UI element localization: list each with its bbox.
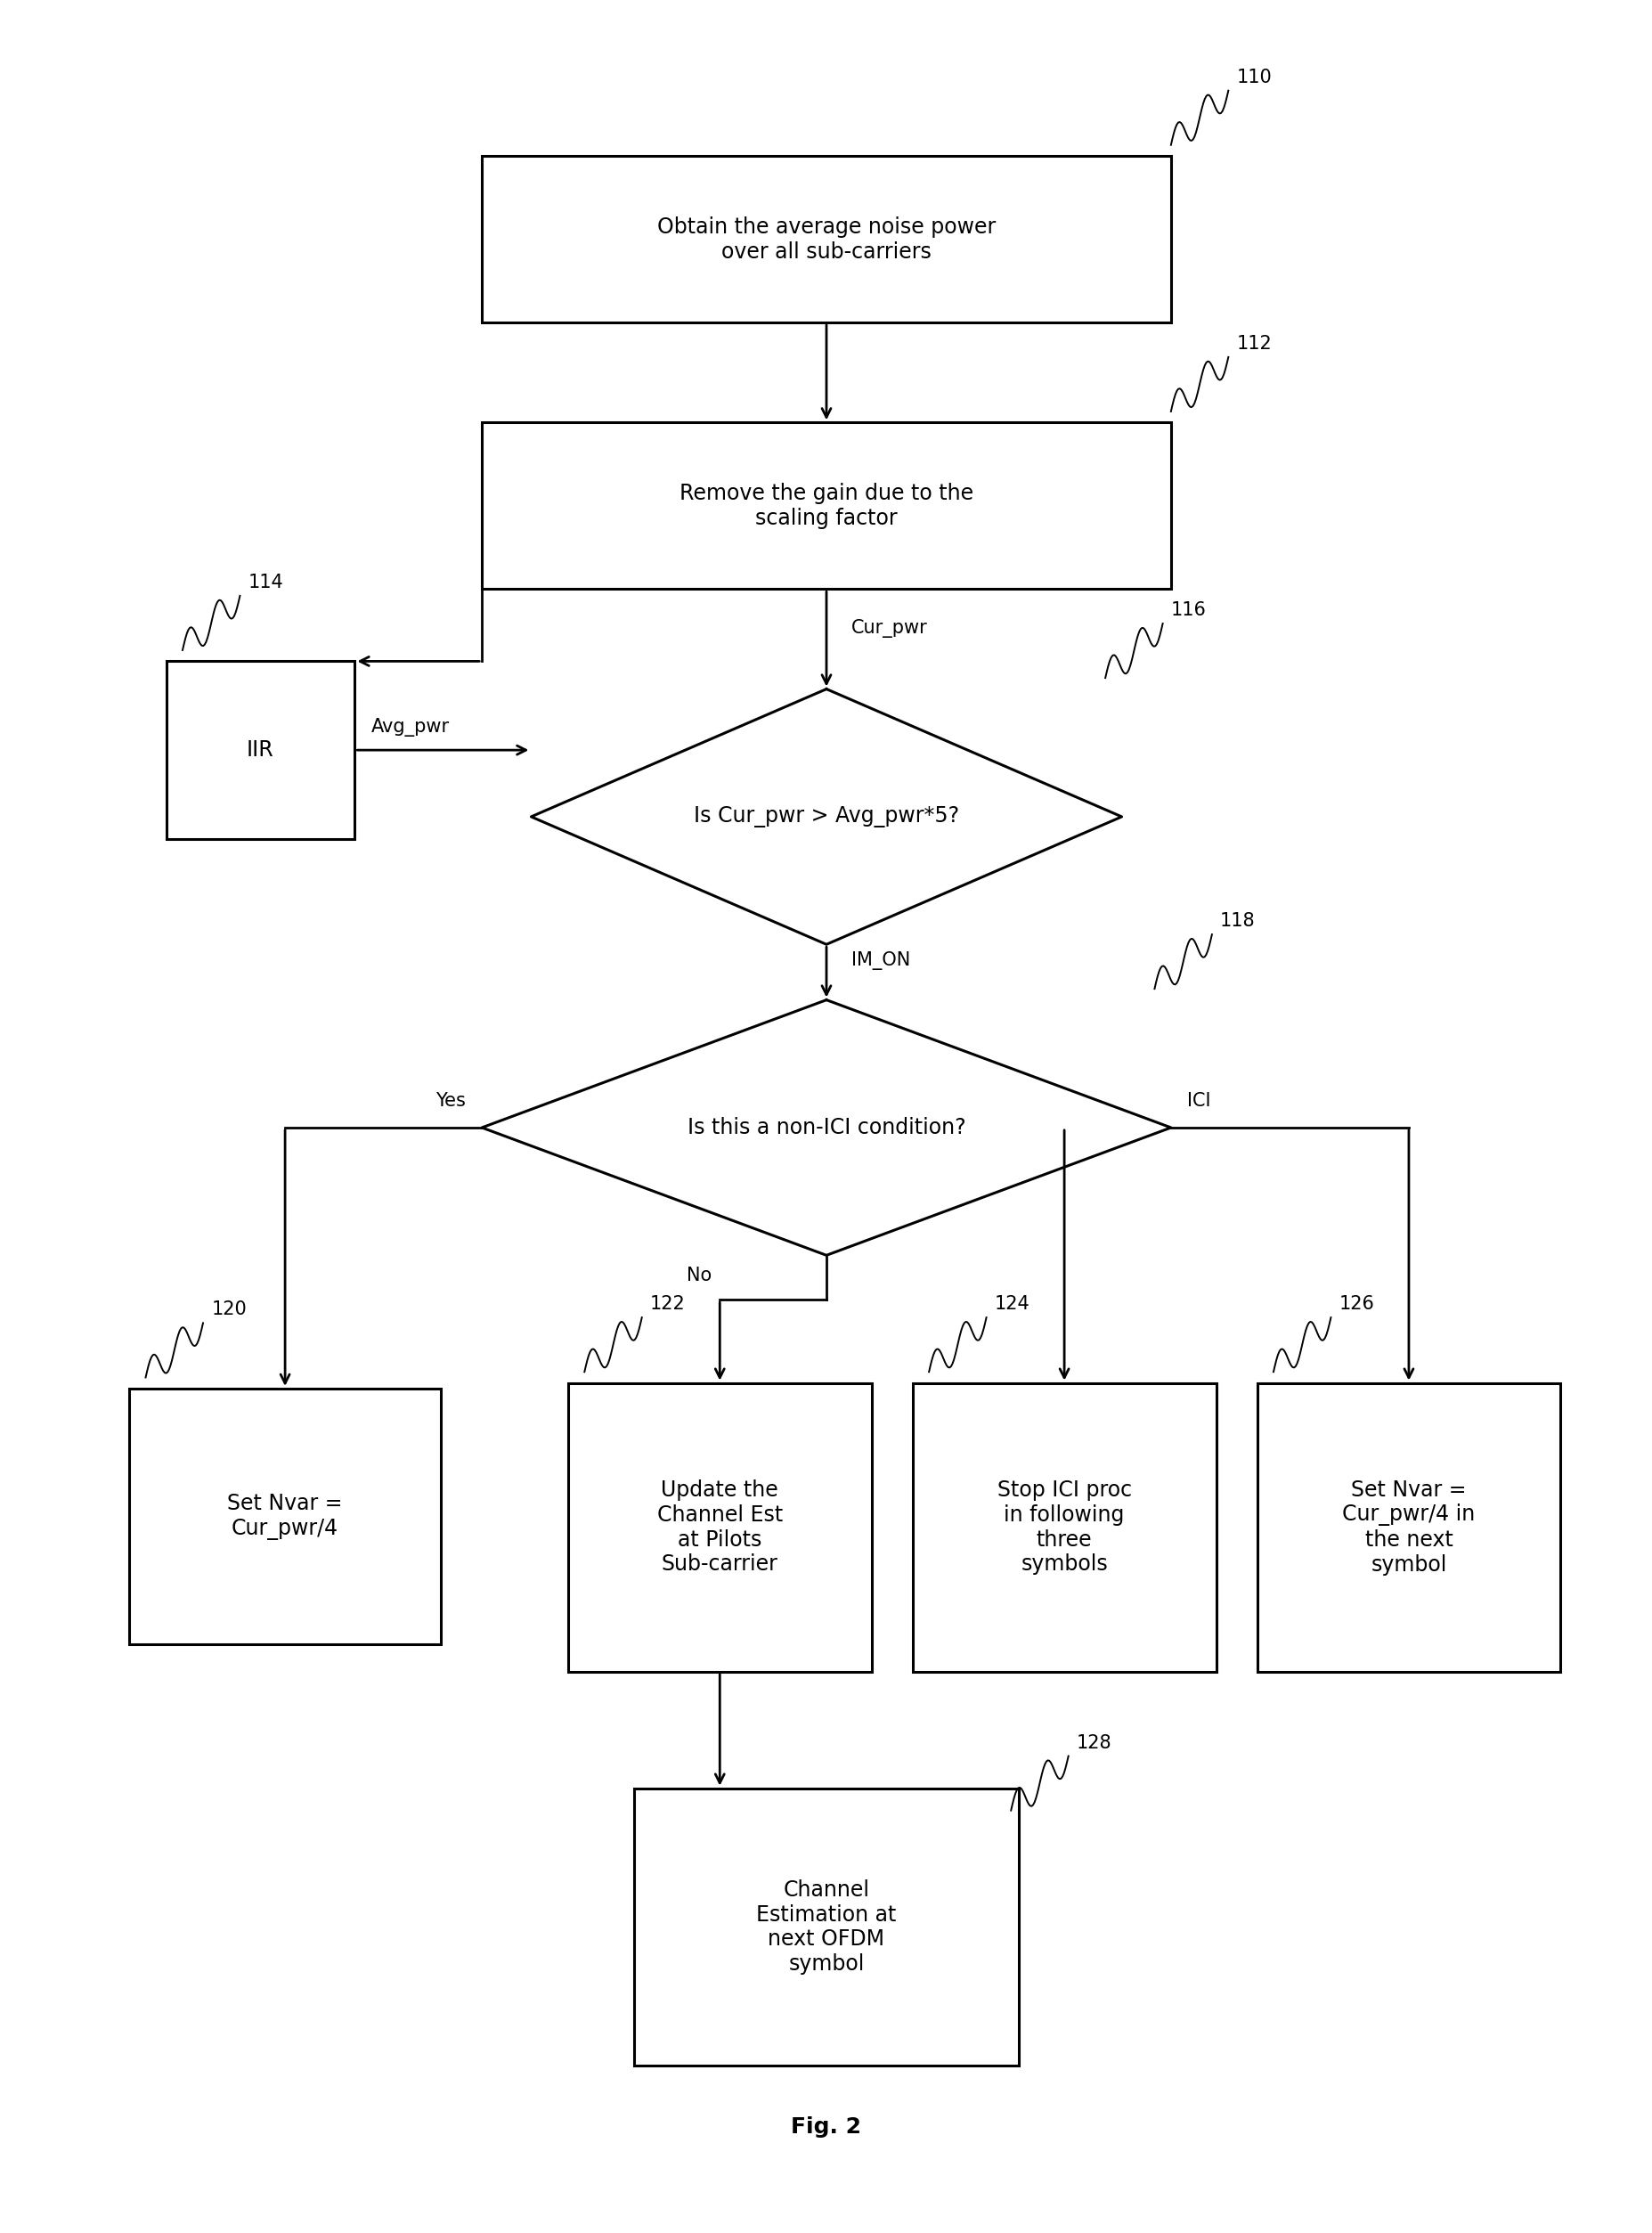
- Polygon shape: [530, 690, 1122, 945]
- FancyBboxPatch shape: [568, 1382, 871, 1673]
- Text: Avg_pwr: Avg_pwr: [372, 719, 449, 737]
- FancyBboxPatch shape: [129, 1389, 441, 1643]
- Text: Yes: Yes: [434, 1092, 466, 1110]
- Text: 128: 128: [1075, 1733, 1112, 1751]
- FancyBboxPatch shape: [482, 156, 1170, 322]
- Text: 112: 112: [1236, 335, 1272, 353]
- FancyBboxPatch shape: [633, 1789, 1019, 2066]
- Text: 110: 110: [1236, 69, 1272, 87]
- Text: No: No: [686, 1266, 712, 1284]
- Text: Is Cur_pwr > Avg_pwr*5?: Is Cur_pwr > Avg_pwr*5?: [694, 806, 958, 828]
- Text: IIR: IIR: [246, 739, 274, 761]
- Text: Obtain the average noise power
over all sub-carriers: Obtain the average noise power over all …: [657, 217, 995, 263]
- Text: 114: 114: [248, 574, 284, 592]
- Text: Update the
Channel Est
at Pilots
Sub-carrier: Update the Channel Est at Pilots Sub-car…: [656, 1480, 783, 1574]
- Polygon shape: [482, 1000, 1170, 1255]
- FancyBboxPatch shape: [912, 1382, 1216, 1673]
- Text: Channel
Estimation at
next OFDM
symbol: Channel Estimation at next OFDM symbol: [757, 1880, 895, 1974]
- Text: 120: 120: [211, 1302, 246, 1317]
- FancyBboxPatch shape: [167, 661, 355, 840]
- Text: Cur_pwr: Cur_pwr: [851, 619, 927, 636]
- FancyBboxPatch shape: [482, 422, 1170, 590]
- Text: Fig. 2: Fig. 2: [791, 2117, 861, 2137]
- Text: Set Nvar =
Cur_pwr/4 in
the next
symbol: Set Nvar = Cur_pwr/4 in the next symbol: [1341, 1478, 1475, 1576]
- Text: Stop ICI proc
in following
three
symbols: Stop ICI proc in following three symbols: [996, 1480, 1132, 1574]
- Text: Set Nvar =
Cur_pwr/4: Set Nvar = Cur_pwr/4: [228, 1492, 342, 1541]
- Text: Remove the gain due to the
scaling factor: Remove the gain due to the scaling facto…: [679, 482, 973, 529]
- Text: 124: 124: [995, 1295, 1029, 1313]
- Text: Is this a non-ICI condition?: Is this a non-ICI condition?: [687, 1116, 965, 1139]
- Text: 118: 118: [1219, 911, 1256, 929]
- Text: 122: 122: [649, 1295, 686, 1313]
- Text: 116: 116: [1170, 601, 1206, 619]
- Text: ICI: ICI: [1186, 1092, 1211, 1110]
- Text: 126: 126: [1338, 1295, 1374, 1313]
- Text: IM_ON: IM_ON: [851, 951, 910, 971]
- FancyBboxPatch shape: [1257, 1382, 1559, 1673]
